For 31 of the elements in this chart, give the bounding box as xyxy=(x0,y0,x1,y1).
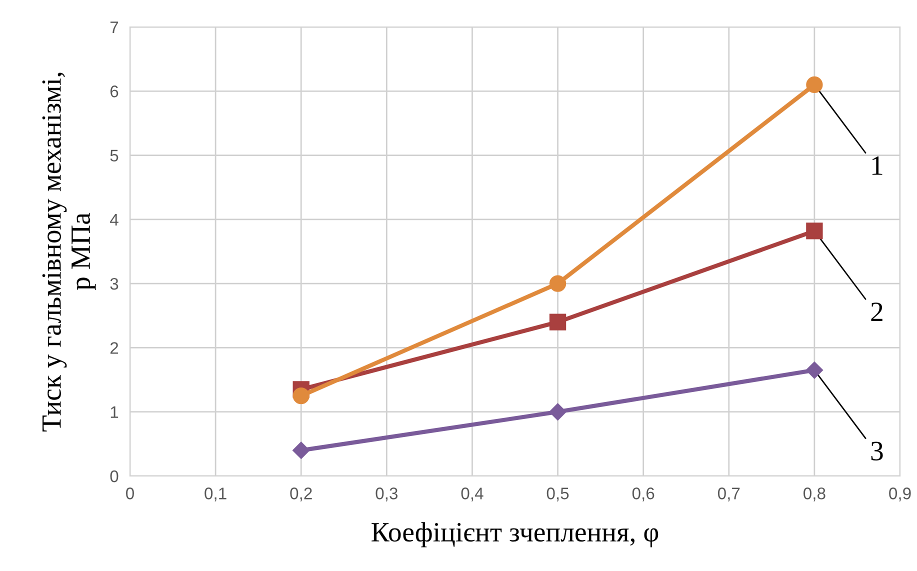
x-tick-label: 0,1 xyxy=(204,488,226,502)
text: 1 xyxy=(872,156,882,175)
point xyxy=(292,387,310,404)
y-tick-label: 5 xyxy=(110,150,118,162)
y-tick-label: 2 xyxy=(110,342,118,354)
y-axis-title: Тиск у гальмівному механізмі, р МПа xyxy=(42,72,96,432)
point xyxy=(806,362,823,379)
point xyxy=(292,442,310,459)
point xyxy=(549,403,566,420)
x-tick-label: 0,6 xyxy=(632,488,654,502)
y-tick-label: 1 xyxy=(110,406,118,418)
x-tick-label: 0,8 xyxy=(804,488,826,502)
y-tick-label: 0 xyxy=(110,470,118,482)
y-tick-label: 3 xyxy=(110,278,118,290)
x-tick-label: 0 xyxy=(126,488,134,500)
x-tick-label: 0,3 xyxy=(376,488,398,502)
x-tick-label: 0,4 xyxy=(461,488,484,502)
text: 2 xyxy=(871,302,882,321)
x-tick-label: 0,2 xyxy=(290,488,312,502)
point xyxy=(806,222,823,240)
y-tick-label: 7 xyxy=(110,22,118,34)
point xyxy=(806,76,823,94)
y-tick-label: 6 xyxy=(110,86,118,98)
x-axis-title: Коефіцієнт зчеплення, φ xyxy=(372,522,658,548)
text: 3 xyxy=(871,442,883,460)
x-tick-label: 0,5 xyxy=(546,488,569,502)
y-tick-label: 4 xyxy=(110,214,118,226)
point xyxy=(549,275,566,292)
x-tick-label: 0,7 xyxy=(718,488,740,502)
point xyxy=(549,314,566,330)
x-tick-label: 0,9 xyxy=(889,488,911,502)
